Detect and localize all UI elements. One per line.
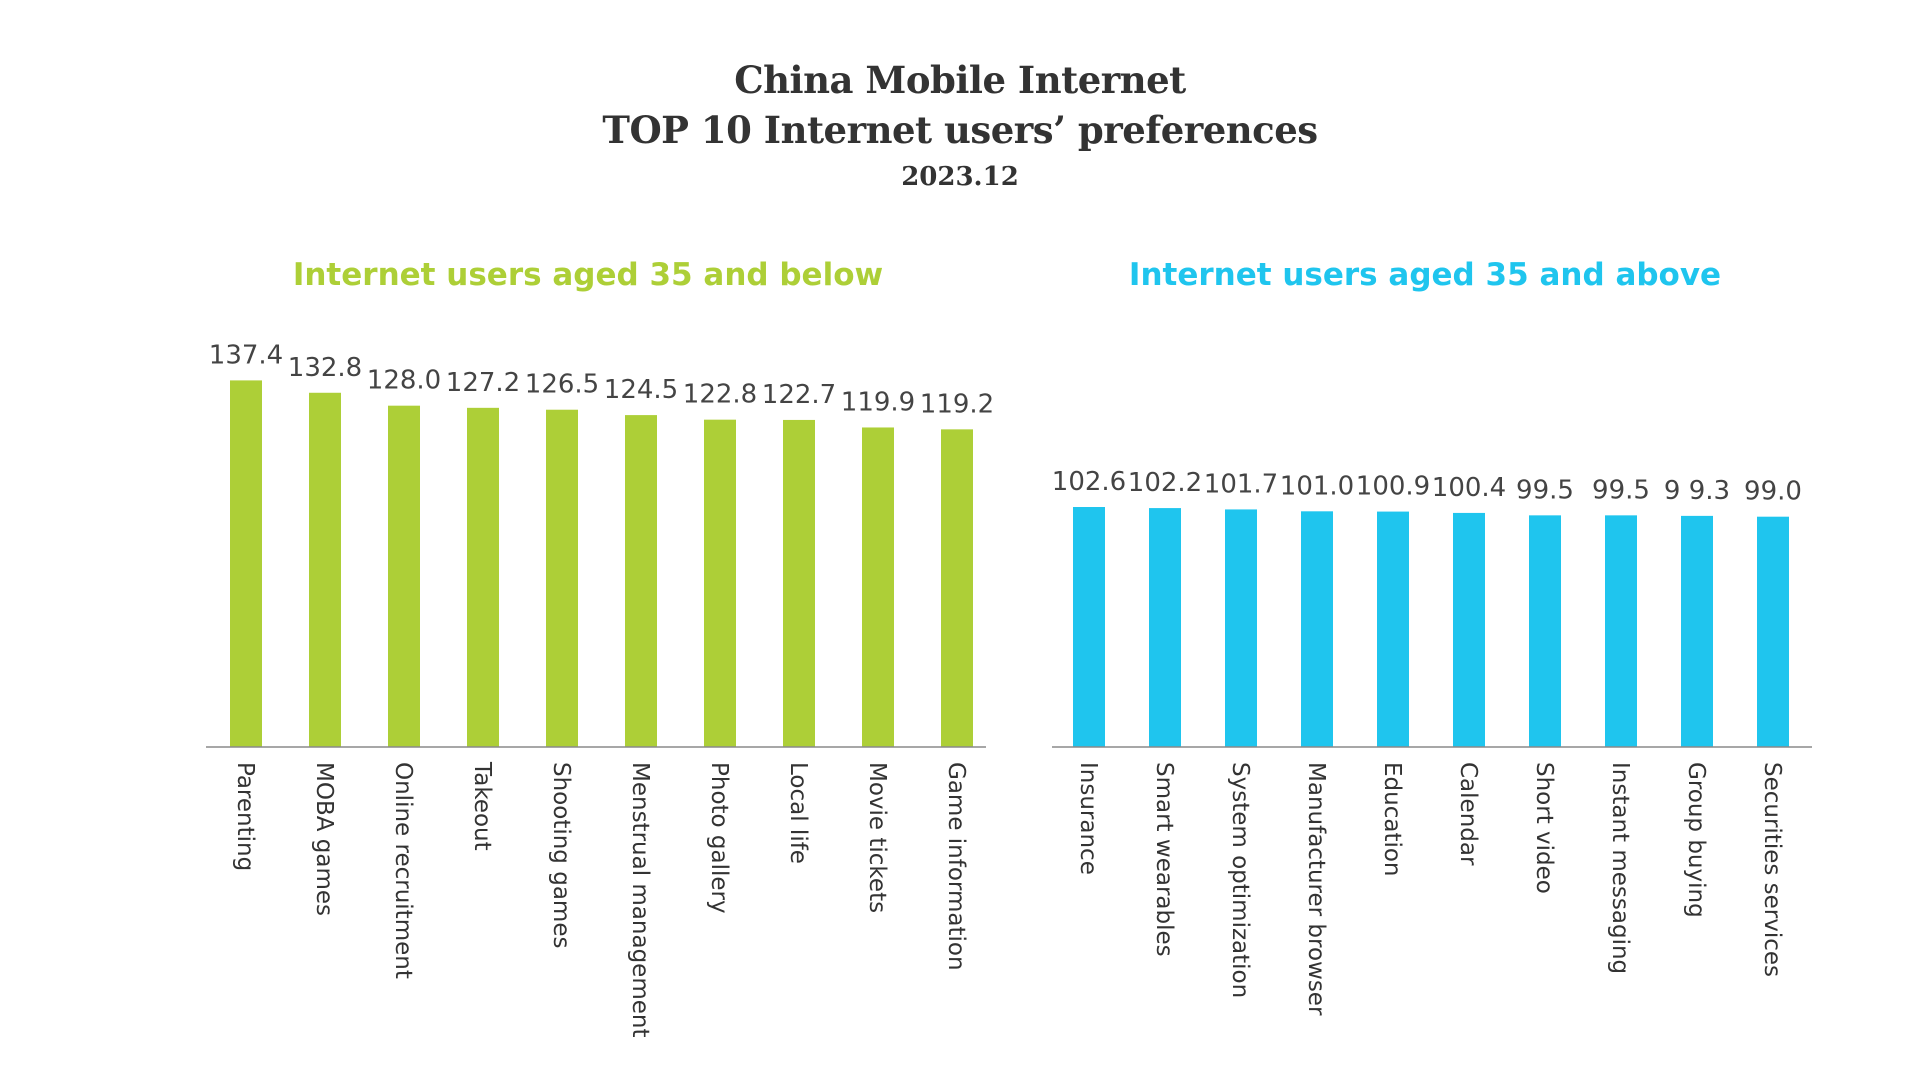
category-tick-label: Securities services bbox=[1759, 762, 1785, 977]
bar bbox=[230, 380, 262, 747]
bar-chart-panel-1: Internet users aged 35 and below 137.4 Par… bbox=[206, 257, 994, 1037]
bar-chart-panel-2: Internet users aged 35 and above 102.6 Ins… bbox=[1052, 257, 1812, 1016]
category-tick-label: Smart wearables bbox=[1151, 762, 1177, 957]
data-label: 126.5 bbox=[525, 370, 599, 400]
bar bbox=[309, 392, 341, 747]
category-tick-label: Instant messaging bbox=[1607, 762, 1633, 974]
data-label: 102.2 bbox=[1128, 468, 1202, 498]
category-tick-label: Education bbox=[1379, 762, 1405, 877]
bar bbox=[941, 429, 973, 747]
data-label: 101.0 bbox=[1280, 471, 1354, 501]
data-label: 101.7 bbox=[1204, 469, 1278, 499]
category-tick-label: Movie tickets bbox=[864, 762, 890, 913]
bar bbox=[546, 409, 578, 747]
category-tick-label: Takeout bbox=[469, 761, 495, 851]
panel-title: Internet users aged 35 and below bbox=[293, 257, 883, 293]
bar bbox=[467, 407, 499, 747]
data-label: 9 9.3 bbox=[1664, 476, 1730, 506]
category-tick-label: Game information bbox=[943, 762, 969, 971]
panel-title: Internet users aged 35 and above bbox=[1129, 257, 1721, 293]
category-tick-label: Group buying bbox=[1683, 762, 1709, 918]
category-tick-label: Shooting games bbox=[548, 762, 574, 948]
bar bbox=[783, 419, 815, 747]
bar bbox=[1377, 511, 1409, 747]
category-tick-label: System optimization bbox=[1227, 762, 1253, 998]
category-tick-label: Insurance bbox=[1075, 762, 1101, 875]
bar bbox=[1605, 515, 1637, 747]
bar bbox=[704, 419, 736, 747]
category-tick-label: Menstrual management bbox=[627, 762, 653, 1037]
category-tick-label: Short video bbox=[1531, 762, 1557, 894]
category-tick-label: Local life bbox=[785, 762, 811, 864]
chart-title-line1: China Mobile Internet bbox=[734, 58, 1186, 102]
data-label: 100.4 bbox=[1432, 473, 1506, 503]
data-label: 102.6 bbox=[1052, 467, 1126, 497]
bar bbox=[1757, 516, 1789, 747]
data-label: 119.9 bbox=[841, 387, 915, 417]
data-label: 99.0 bbox=[1744, 477, 1802, 507]
bar bbox=[1453, 512, 1485, 747]
data-label: 128.0 bbox=[367, 366, 441, 396]
data-label: 137.4 bbox=[209, 340, 283, 370]
chart-title-line2: TOP 10 Internet users’ preferences bbox=[602, 108, 1318, 152]
data-label: 119.2 bbox=[920, 389, 994, 419]
data-label: 99.5 bbox=[1516, 475, 1574, 505]
bar bbox=[1529, 515, 1561, 747]
category-tick-label: Calendar bbox=[1455, 762, 1481, 866]
bar bbox=[862, 427, 894, 747]
data-label: 124.5 bbox=[604, 375, 678, 405]
bar bbox=[625, 415, 657, 747]
bar bbox=[1681, 515, 1713, 747]
data-label: 100.9 bbox=[1356, 472, 1430, 502]
bar bbox=[1149, 508, 1181, 747]
data-label: 99.5 bbox=[1592, 475, 1650, 505]
category-tick-label: Manufacturer browser bbox=[1303, 762, 1329, 1016]
category-tick-label: Online recruitment bbox=[390, 762, 416, 979]
data-label: 132.8 bbox=[288, 353, 362, 383]
data-label: 122.7 bbox=[762, 380, 836, 410]
bar bbox=[1301, 511, 1333, 747]
category-tick-label: Parenting bbox=[232, 762, 258, 871]
bar bbox=[1225, 509, 1257, 747]
bar bbox=[388, 405, 420, 747]
category-tick-label: MOBA games bbox=[311, 762, 337, 916]
bar bbox=[1073, 507, 1105, 747]
category-tick-label: Photo gallery bbox=[706, 762, 732, 914]
data-label: 127.2 bbox=[446, 368, 520, 398]
chart-title-date: 2023.12 bbox=[901, 162, 1019, 192]
data-label: 122.8 bbox=[683, 380, 757, 410]
